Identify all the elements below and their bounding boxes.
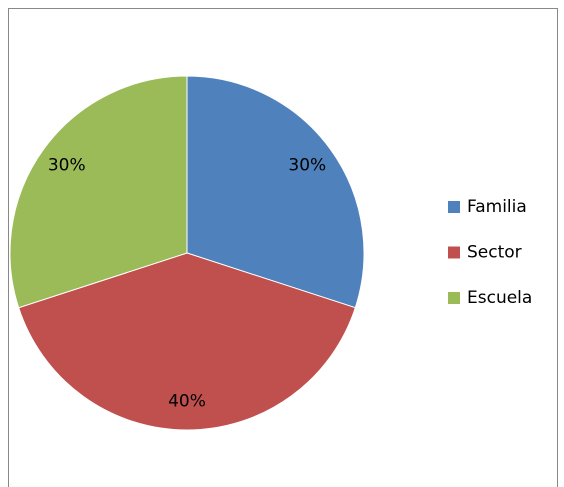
legend-swatch [448,292,460,304]
pie-slice [186,75,365,309]
legend-label: Escuela [467,288,532,308]
chart-border [8,8,558,487]
legend-label: Familia [467,197,527,217]
legend-label: Sector [467,243,522,263]
data-label: 40% [168,392,206,412]
data-label: 30% [48,156,86,176]
legend-swatch [448,201,460,213]
pie-slice [9,75,188,309]
legend-swatch [448,246,460,259]
data-label: 30% [288,156,326,176]
pie-slice [18,252,356,431]
